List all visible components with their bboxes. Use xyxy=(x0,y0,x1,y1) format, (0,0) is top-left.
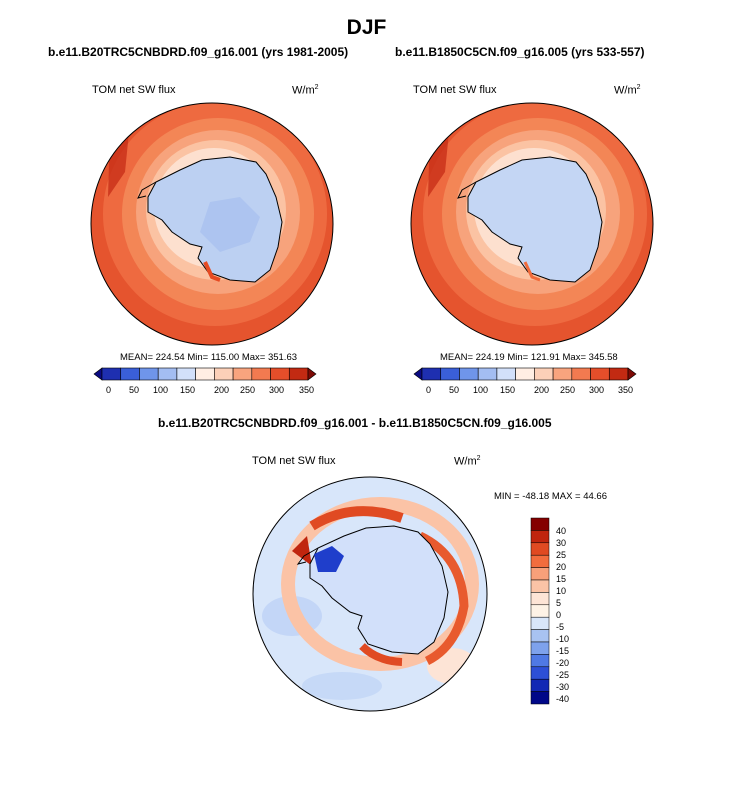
colorbar-swatch xyxy=(270,367,290,381)
diff-tick-40: 40 xyxy=(556,526,567,536)
colorbar-swatch xyxy=(534,367,554,381)
diff-tick-10: 10 xyxy=(556,586,567,596)
colorbar-swatch xyxy=(496,367,516,381)
diff-tick-neg20: -20 xyxy=(556,658,570,668)
colorbar-cap-low xyxy=(413,367,423,381)
panel-2-stats: MEAN= 224.19 Min= 121.91 Max= 345.58 xyxy=(440,352,618,363)
panel-1-units: W/m2 xyxy=(292,84,319,97)
panel-2-colorbar xyxy=(413,367,637,381)
diff-colorbar-swatch xyxy=(530,641,550,655)
colorbar-swatch xyxy=(590,367,610,381)
diff-colorbar-swatch xyxy=(530,567,550,581)
diff-tick-30: 30 xyxy=(556,538,567,548)
diff-tick-neg10: -10 xyxy=(556,634,570,644)
colorbar-swatch xyxy=(440,367,460,381)
panel-1-title: b.e11.B20TRC5CNBDRD.f09_g16.001 (yrs 198… xyxy=(48,45,349,59)
difference-stats: MIN = -48.18 MAX = 44.66 xyxy=(494,491,608,502)
colorbar-cap-high xyxy=(627,367,637,381)
colorbar-swatch xyxy=(515,367,535,381)
panel-1-tick-350: 350 xyxy=(299,385,315,395)
colorbar-cap-high xyxy=(307,367,317,381)
diff-colorbar-swatch xyxy=(530,654,550,668)
diff-colorbar-swatch xyxy=(530,629,550,643)
diff-colorbar-swatch xyxy=(530,542,550,556)
difference-title: b.e11.B20TRC5CNBDRD.f09_g16.001 - b.e11.… xyxy=(158,416,552,430)
panel-2-tick-200: 200 xyxy=(534,385,550,395)
antarctica-landmass xyxy=(467,156,603,283)
difference-variable-label: TOM net SW flux xyxy=(252,455,336,467)
antarctica-landmass xyxy=(309,525,449,655)
colorbar-swatch xyxy=(459,367,479,381)
diff-tick-25: 25 xyxy=(556,550,567,560)
diff-colorbar-swatch xyxy=(530,616,550,630)
diff-tick-20: 20 xyxy=(556,562,567,572)
panel-1-tick-300: 300 xyxy=(269,385,285,395)
difference-colorbar xyxy=(530,517,550,705)
diff-tick-neg40: -40 xyxy=(556,694,570,704)
diff-colorbar-swatch xyxy=(530,666,550,680)
panel-1-map xyxy=(90,102,334,346)
diff-colorbar-swatch xyxy=(530,554,550,568)
colorbar-swatch xyxy=(552,367,573,381)
difference-units: W/m2 xyxy=(454,455,481,468)
panel-2-tick-0: 0 xyxy=(426,385,432,395)
diff-colorbar-swatch xyxy=(530,517,550,531)
panel-1-colorbar xyxy=(93,367,317,381)
colorbar-swatch xyxy=(176,367,196,381)
panel-2-tick-150: 150 xyxy=(500,385,516,395)
panel-1-tick-100: 100 xyxy=(153,385,169,395)
diff-tick-neg25: -25 xyxy=(556,670,570,680)
colorbar-swatch xyxy=(195,367,215,381)
diff-colorbar-swatch xyxy=(530,530,550,544)
difference-map xyxy=(252,476,488,712)
panel-2-tick-350: 350 xyxy=(618,385,634,395)
colorbar-swatch xyxy=(157,367,178,381)
panel-1-tick-200: 200 xyxy=(214,385,230,395)
diff-tick-neg15: -15 xyxy=(556,646,570,656)
panel-1-stats: MEAN= 224.54 Min= 115.00 Max= 351.63 xyxy=(120,352,298,363)
panel-2-units: W/m2 xyxy=(614,84,641,97)
diff-tick-0: 0 xyxy=(556,610,562,620)
panel-2-variable-label: TOM net SW flux xyxy=(413,84,497,96)
diff-tick-15: 15 xyxy=(556,574,567,584)
diff-colorbar-swatch xyxy=(530,604,550,618)
panel-2-map xyxy=(410,102,654,346)
panel-1-variable-label: TOM net SW flux xyxy=(92,84,176,96)
colorbar-cap-low xyxy=(93,367,103,381)
panel-2-tick-250: 250 xyxy=(560,385,576,395)
panel-1-tick-250: 250 xyxy=(240,385,256,395)
colorbar-swatch xyxy=(477,367,498,381)
diff-tick-neg5: -5 xyxy=(556,622,565,632)
colorbar-swatch xyxy=(101,367,122,381)
diff-colorbar-swatch xyxy=(530,691,550,705)
colorbar-swatch xyxy=(214,367,234,381)
colorbar-swatch xyxy=(232,367,253,381)
panel-1-tick-150: 150 xyxy=(180,385,196,395)
colorbar-swatch xyxy=(251,367,271,381)
panel-1-tick-50: 50 xyxy=(129,385,140,395)
diff-colorbar-swatch xyxy=(530,592,550,606)
colorbar-swatch xyxy=(288,367,309,381)
diff-colorbar-swatch xyxy=(530,678,550,692)
colorbar-swatch xyxy=(120,367,140,381)
colorbar-swatch xyxy=(571,367,591,381)
colorbar-swatch xyxy=(139,367,159,381)
colorbar-swatch xyxy=(608,367,629,381)
colorbar-swatch xyxy=(421,367,442,381)
diff-tick-neg30: -30 xyxy=(556,682,570,692)
diff-colorbar-swatch xyxy=(530,579,550,593)
panel-2-tick-100: 100 xyxy=(473,385,489,395)
panel-2-tick-50: 50 xyxy=(449,385,460,395)
panel-2-title: b.e11.B1850C5CN.f09_g16.005 (yrs 533-557… xyxy=(395,45,645,59)
panel-2-tick-300: 300 xyxy=(589,385,605,395)
page-title: DJF xyxy=(346,16,387,39)
panel-1-tick-0: 0 xyxy=(106,385,112,395)
diff-tick-5: 5 xyxy=(556,598,562,608)
